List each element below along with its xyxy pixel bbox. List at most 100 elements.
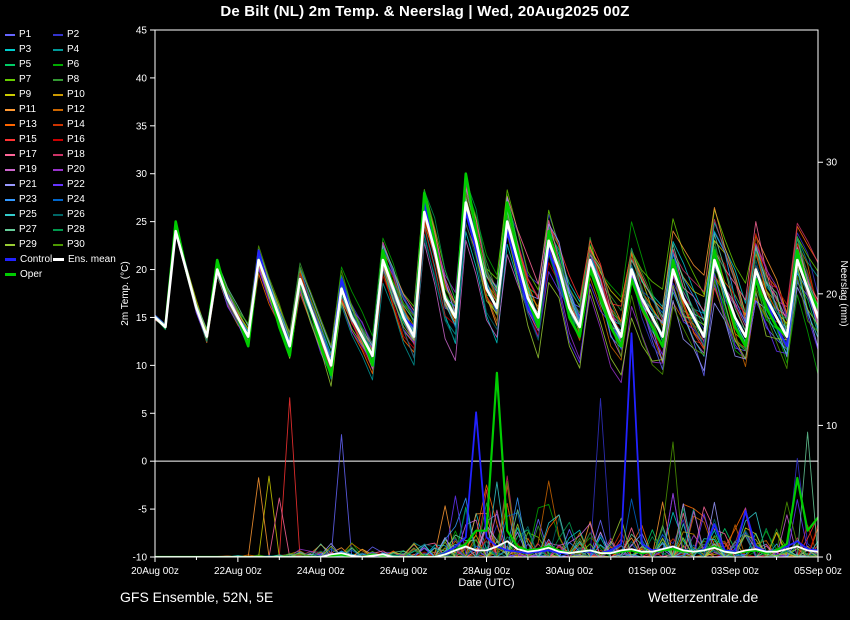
legend-swatch-p1 (5, 33, 15, 36)
legend-item-p21: P21 (5, 179, 53, 190)
legend-label-p2: P2 (67, 29, 80, 40)
legend-item-p22: P22 (53, 179, 101, 190)
legend-swatch-p3 (5, 48, 15, 51)
legend-row: Control Ens. mean (5, 252, 116, 267)
legend-item-p15: P15 (5, 134, 53, 145)
x-axis-tick-label: 30Aug 00z (545, 566, 593, 577)
left-axis-tick-label: 35 (136, 121, 148, 132)
legend-swatch-p10 (53, 93, 63, 96)
right-axis-title: Neerslag (mm) (838, 260, 849, 326)
legend-row: P19 P20 (5, 162, 101, 177)
legend-label-p27: P27 (19, 224, 37, 235)
x-axis-tick-label: 22Aug 00z (214, 566, 262, 577)
legend-row: P13 P14 (5, 117, 101, 132)
right-axis-tick-label: 20 (826, 289, 838, 300)
legend-swatch-p24 (53, 198, 63, 201)
x-axis-tick-label: 05Sep 00z (794, 566, 842, 577)
left-axis-tick-label: 15 (136, 313, 148, 324)
legend-item-p5: P5 (5, 59, 53, 70)
legend-item-p19: P19 (5, 164, 53, 175)
legend-item-p17: P17 (5, 149, 53, 160)
legend-item-p23: P23 (5, 194, 53, 205)
x-axis-title: Date (UTC) (458, 577, 514, 589)
ensemble-member-lines (155, 180, 818, 557)
legend-label-p26: P26 (67, 209, 85, 220)
legend-swatch-p20 (53, 168, 63, 171)
left-axis-tick-label: 10 (136, 361, 148, 372)
legend-swatch-p15 (5, 138, 15, 141)
legend-label-p9: P9 (19, 89, 32, 100)
legend-label-p28: P28 (67, 224, 85, 235)
legend-row: P27 P28 (5, 222, 101, 237)
legend-item-p2: P2 (53, 29, 101, 40)
x-axis-tick-label: 01Sep 00z (628, 566, 676, 577)
x-axis-tick-label: 24Aug 00z (297, 566, 345, 577)
legend-label-p21: P21 (19, 179, 37, 190)
legend-item-p20: P20 (53, 164, 101, 175)
legend-label-p3: P3 (19, 44, 32, 55)
legend-row: P23 P24 (5, 192, 101, 207)
legend-swatch-p17 (5, 153, 15, 156)
main-series-lines (155, 172, 818, 557)
legend-label-p5: P5 (19, 59, 32, 70)
legend-swatch-p30 (53, 243, 63, 246)
legend-swatch-p23 (5, 198, 15, 201)
legend-label-p11: P11 (19, 104, 37, 115)
legend-label-oper: Oper (20, 269, 43, 280)
legend-label-p23: P23 (19, 194, 37, 205)
legend-label-p25: P25 (19, 209, 37, 220)
legend-label-p17: P17 (19, 149, 37, 160)
legend-item-p28: P28 (53, 224, 101, 235)
legend-label-p7: P7 (19, 74, 32, 85)
ensemble-legend: P1 P2 P3 P4 P5 P6 P7 P8 P9 P10 P11 P12 P13 P14 P15 P16 P… (5, 27, 116, 282)
legend-item-p29: P29 (5, 239, 53, 250)
left-axis-tick-label: 5 (141, 409, 147, 420)
legend-swatch-p14 (53, 123, 63, 126)
legend-swatch-ens-mean (53, 258, 64, 261)
legend-item-p24: P24 (53, 194, 101, 205)
x-axis-tick-label: 26Aug 00z (380, 566, 428, 577)
legend-swatch-p27 (5, 228, 15, 231)
legend-item-p26: P26 (53, 209, 101, 220)
legend-row: P15 P16 (5, 132, 101, 147)
legend-label-p13: P13 (19, 119, 37, 130)
legend-row: P9 P10 (5, 87, 101, 102)
left-axis-tick-label: 45 (136, 26, 148, 37)
legend-label-p24: P24 (67, 194, 85, 205)
left-axis-tick-label: -10 (133, 553, 148, 564)
left-axis-tick-label: 25 (136, 217, 148, 228)
legend-label-ens-mean: Ens. mean (68, 254, 116, 265)
legend-label-p15: P15 (19, 134, 37, 145)
legend-row: P25 P26 (5, 207, 101, 222)
legend-label-p14: P14 (67, 119, 85, 130)
legend-item-p12: P12 (53, 104, 101, 115)
legend-swatch-p7 (5, 78, 15, 81)
legend-swatch-p11 (5, 108, 15, 111)
right-axis-tick-label: 10 (826, 421, 838, 432)
legend-swatch-p6 (53, 63, 63, 66)
legend-swatch-p25 (5, 213, 15, 216)
legend-swatch-p8 (53, 78, 63, 81)
legend-swatch-p18 (53, 153, 63, 156)
legend-swatch-p13 (5, 123, 15, 126)
legend-swatch-p19 (5, 168, 15, 171)
legend-swatch-p9 (5, 93, 15, 96)
left-axis-tick-label: 0 (141, 457, 147, 468)
site-credit-label: Wetterzentrale.de (648, 589, 759, 605)
left-axis-tick-label: 20 (136, 265, 148, 276)
legend-item-control: Control (5, 254, 53, 265)
legend-row: P11 P12 (5, 102, 101, 117)
legend-item-p30: P30 (53, 239, 101, 250)
legend-swatch-p22 (53, 183, 63, 186)
legend-label-p4: P4 (67, 44, 80, 55)
legend-item-p11: P11 (5, 104, 53, 115)
legend-label-p29: P29 (19, 239, 37, 250)
legend-label-p18: P18 (67, 149, 85, 160)
legend-swatch-p26 (53, 213, 63, 216)
legend-item-p1: P1 (5, 29, 53, 40)
legend-item-p7: P7 (5, 74, 53, 85)
x-axis-tick-label: 28Aug 00z (463, 566, 511, 577)
legend-swatch-p2 (53, 33, 63, 36)
left-axis-tick-label: 30 (136, 169, 148, 180)
